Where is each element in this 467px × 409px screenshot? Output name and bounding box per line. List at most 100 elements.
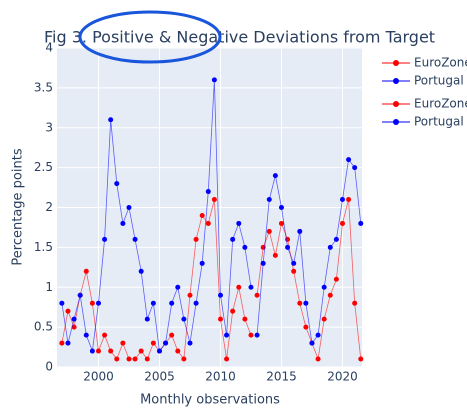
data-point: [211, 197, 217, 203]
data-point: [65, 308, 71, 314]
data-point: [175, 348, 181, 354]
data-point: [272, 173, 278, 179]
data-point: [65, 340, 71, 346]
x-tick-label: 2010: [205, 370, 236, 384]
data-point: [211, 77, 217, 83]
data-point: [150, 300, 156, 306]
y-tick-label: 0: [45, 360, 53, 374]
data-point: [120, 220, 126, 226]
data-point: [358, 356, 364, 362]
data-point: [230, 308, 236, 314]
data-point: [236, 220, 242, 226]
data-point: [193, 300, 199, 306]
data-point: [242, 316, 248, 322]
data-point: [199, 212, 205, 218]
data-point: [346, 157, 352, 163]
marks: [59, 77, 364, 362]
hand-drawn-circle: [78, 10, 222, 64]
data-point: [108, 348, 114, 354]
data-point: [169, 300, 175, 306]
data-point: [89, 348, 95, 354]
series-line: [61, 79, 252, 353]
data-point: [144, 356, 150, 362]
data-point: [230, 236, 236, 242]
data-point: [132, 236, 138, 242]
data-point: [150, 340, 156, 346]
data-point: [217, 292, 223, 298]
data-point: [144, 316, 150, 322]
data-point: [71, 324, 77, 330]
data-point: [205, 220, 211, 226]
chart-title: Fig 3. Positive & Negative Deviations fr…: [44, 28, 435, 47]
data-point: [266, 228, 272, 234]
data-point: [71, 316, 77, 322]
data-point: [187, 340, 193, 346]
y-tick-label: 1: [45, 280, 53, 294]
data-point: [358, 220, 364, 226]
data-point: [315, 332, 321, 338]
legend-label: EuroZone: [414, 97, 467, 111]
data-point: [77, 292, 83, 298]
data-point: [352, 165, 358, 171]
data-point: [108, 117, 114, 123]
data-point: [346, 197, 352, 203]
data-point: [181, 316, 187, 322]
data-point: [303, 324, 309, 330]
x-tick-label: 2000: [83, 370, 114, 384]
data-point: [193, 236, 199, 242]
data-point: [291, 260, 297, 266]
data-point: [236, 284, 242, 290]
data-point: [156, 348, 162, 354]
series-line: [256, 199, 362, 361]
data-point: [297, 228, 303, 234]
data-point: [327, 244, 333, 250]
data-point: [254, 332, 260, 338]
data-point: [163, 340, 169, 346]
x-tick-label: 2015: [266, 370, 297, 384]
data-point: [138, 268, 144, 274]
data-point: [217, 316, 223, 322]
legend-marker: [393, 101, 399, 107]
data-point: [291, 268, 297, 274]
x-axis-label: Monthly observations: [140, 393, 280, 408]
data-point: [102, 332, 108, 338]
data-point: [59, 300, 65, 306]
data-point: [272, 252, 278, 258]
data-point: [224, 332, 230, 338]
legend-marker: [393, 60, 399, 66]
y-tick-label: 2: [45, 200, 53, 214]
data-point: [303, 300, 309, 306]
y-tick-label: 2.5: [34, 160, 53, 174]
data-point: [224, 356, 230, 362]
data-point: [327, 292, 333, 298]
data-point: [333, 276, 339, 282]
data-point: [278, 220, 284, 226]
data-point: [248, 284, 254, 290]
data-point: [242, 244, 248, 250]
y-tick-label: 1.5: [34, 240, 53, 254]
y-axis-label: Percentage points: [11, 148, 26, 265]
data-point: [95, 348, 101, 354]
data-point: [315, 356, 321, 362]
data-point: [102, 236, 108, 242]
data-point: [309, 340, 315, 346]
y-tick-label: 3.5: [34, 80, 53, 94]
data-point: [205, 189, 211, 195]
data-point: [126, 356, 132, 362]
data-point: [333, 236, 339, 242]
data-point: [169, 332, 175, 338]
data-point: [132, 356, 138, 362]
legend-label: EuroZone: [414, 56, 467, 70]
legend-label: Portugal: [414, 74, 464, 88]
data-point: [321, 284, 327, 290]
x-tick-label: 2020: [327, 370, 358, 384]
legend-marker: [393, 119, 399, 125]
legend-marker: [393, 78, 399, 84]
data-point: [260, 260, 266, 266]
data-point: [339, 220, 345, 226]
data-point: [187, 292, 193, 298]
data-point: [83, 268, 89, 274]
data-point: [248, 332, 254, 338]
legend: EuroZone Portugal EuroZone Portugal: [382, 56, 467, 129]
